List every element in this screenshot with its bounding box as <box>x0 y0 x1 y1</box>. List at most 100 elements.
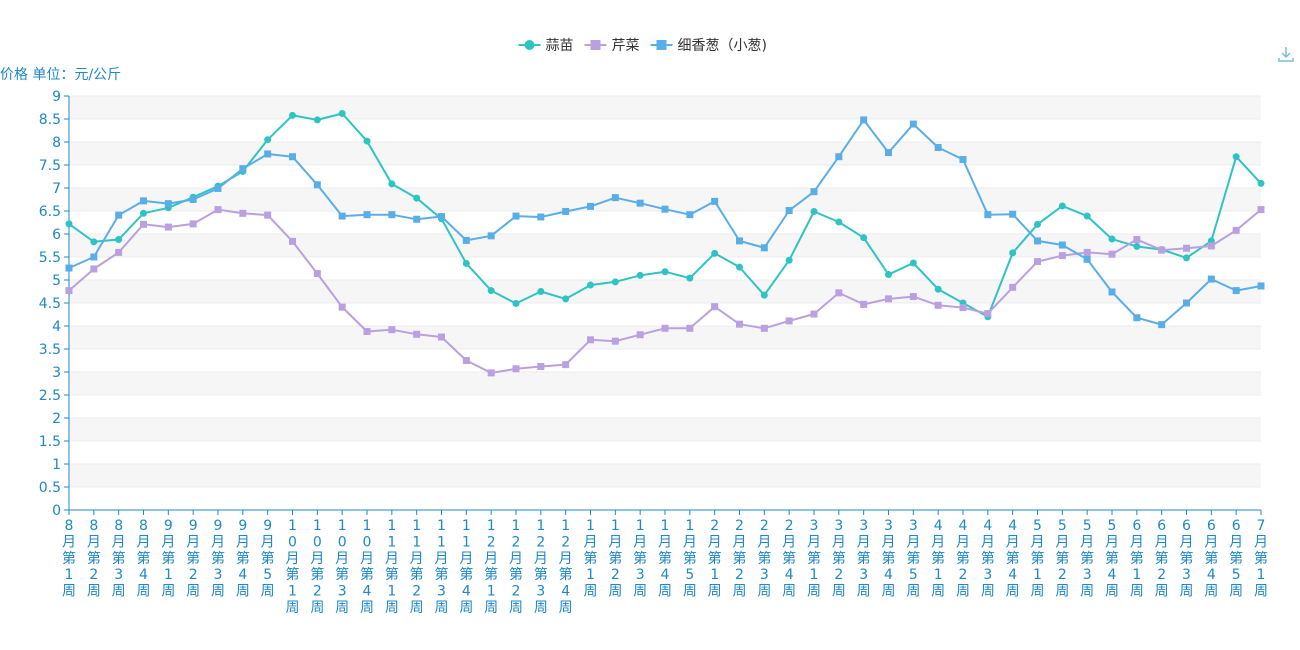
data-point[interactable] <box>760 244 768 252</box>
data-point[interactable] <box>736 237 743 245</box>
data-point[interactable] <box>313 270 321 278</box>
data-point[interactable] <box>462 357 470 364</box>
data-point[interactable] <box>90 253 98 261</box>
data-point[interactable] <box>65 287 73 295</box>
data-point[interactable] <box>785 256 793 264</box>
data-point[interactable] <box>661 268 669 276</box>
data-point[interactable] <box>90 238 98 246</box>
data-point[interactable] <box>363 211 371 219</box>
data-point[interactable] <box>860 234 868 242</box>
data-point[interactable] <box>388 180 396 188</box>
legend-item[interactable]: 细香葱（小葱) <box>650 38 767 54</box>
data-point[interactable] <box>1183 299 1190 307</box>
data-point[interactable] <box>512 212 520 220</box>
data-point[interactable] <box>413 215 421 223</box>
data-point[interactable] <box>909 120 917 128</box>
data-point[interactable] <box>1257 282 1265 290</box>
data-point[interactable] <box>959 304 967 312</box>
data-point[interactable] <box>1158 321 1166 329</box>
data-point[interactable] <box>1232 226 1240 234</box>
data-point[interactable] <box>363 137 371 145</box>
data-point[interactable] <box>562 361 570 369</box>
data-point[interactable] <box>1108 288 1116 296</box>
data-point[interactable] <box>140 209 147 217</box>
data-point[interactable] <box>860 116 868 124</box>
data-point[interactable] <box>810 188 818 196</box>
data-point[interactable] <box>413 330 421 338</box>
data-point[interactable] <box>388 211 396 219</box>
data-point[interactable] <box>686 324 694 332</box>
data-point[interactable] <box>413 194 421 202</box>
data-point[interactable] <box>562 207 570 215</box>
data-point[interactable] <box>164 200 172 208</box>
data-point[interactable] <box>115 248 123 256</box>
data-point[interactable] <box>1034 220 1041 228</box>
data-point[interactable] <box>760 291 768 299</box>
data-point[interactable] <box>1083 248 1091 256</box>
data-point[interactable] <box>885 295 892 303</box>
data-point[interactable] <box>934 144 942 152</box>
data-point[interactable] <box>1183 244 1190 252</box>
data-point[interactable] <box>984 310 992 318</box>
data-point[interactable] <box>1058 241 1066 249</box>
data-point[interactable] <box>711 303 719 311</box>
data-point[interactable] <box>611 278 619 286</box>
data-point[interactable] <box>338 212 346 220</box>
data-point[interactable] <box>1034 258 1041 266</box>
data-point[interactable] <box>686 211 694 219</box>
data-point[interactable] <box>810 310 818 318</box>
data-point[interactable] <box>487 369 495 377</box>
data-point[interactable] <box>711 249 719 257</box>
data-point[interactable] <box>1083 255 1091 263</box>
data-point[interactable] <box>810 207 818 215</box>
data-point[interactable] <box>289 111 296 119</box>
data-point[interactable] <box>1009 283 1017 291</box>
download-icon[interactable] <box>1278 47 1294 62</box>
data-point[interactable] <box>164 223 172 231</box>
data-point[interactable] <box>885 149 892 157</box>
data-point[interactable] <box>512 299 520 307</box>
data-point[interactable] <box>239 165 247 173</box>
data-point[interactable] <box>140 220 147 228</box>
data-point[interactable] <box>189 220 197 228</box>
data-point[interactable] <box>736 320 743 328</box>
data-point[interactable] <box>1083 212 1091 220</box>
legend[interactable]: 蒜苗 芹菜 细香葱（小葱) <box>518 38 767 54</box>
data-point[interactable] <box>512 365 520 373</box>
data-point[interactable] <box>264 150 272 158</box>
data-point[interactable] <box>909 293 917 301</box>
data-point[interactable] <box>90 265 98 273</box>
data-point[interactable] <box>984 211 992 219</box>
data-point[interactable] <box>1207 242 1215 250</box>
data-point[interactable] <box>363 328 371 336</box>
data-point[interactable] <box>115 211 123 219</box>
data-point[interactable] <box>214 206 222 214</box>
data-point[interactable] <box>835 153 843 161</box>
data-point[interactable] <box>313 116 321 124</box>
data-point[interactable] <box>959 155 967 163</box>
data-point[interactable] <box>1133 242 1141 250</box>
data-point[interactable] <box>65 220 73 228</box>
data-point[interactable] <box>835 218 843 226</box>
data-point[interactable] <box>835 289 843 297</box>
data-point[interactable] <box>1108 235 1116 243</box>
data-point[interactable] <box>1009 249 1017 257</box>
data-point[interactable] <box>760 324 768 332</box>
data-point[interactable] <box>1232 287 1240 295</box>
data-point[interactable] <box>189 196 197 203</box>
data-point[interactable] <box>438 213 445 221</box>
legend-item[interactable]: 芹菜 <box>584 38 640 54</box>
data-point[interactable] <box>587 202 594 210</box>
data-point[interactable] <box>1257 179 1265 187</box>
data-point[interactable] <box>1058 202 1066 210</box>
data-point[interactable] <box>462 236 470 244</box>
data-point[interactable] <box>313 181 321 189</box>
data-point[interactable] <box>289 153 296 161</box>
data-point[interactable] <box>487 287 495 295</box>
data-point[interactable] <box>537 213 545 221</box>
data-point[interactable] <box>1133 236 1141 244</box>
data-point[interactable] <box>636 271 644 279</box>
data-point[interactable] <box>1257 206 1265 214</box>
data-point[interactable] <box>1108 250 1116 258</box>
data-point[interactable] <box>909 259 917 267</box>
